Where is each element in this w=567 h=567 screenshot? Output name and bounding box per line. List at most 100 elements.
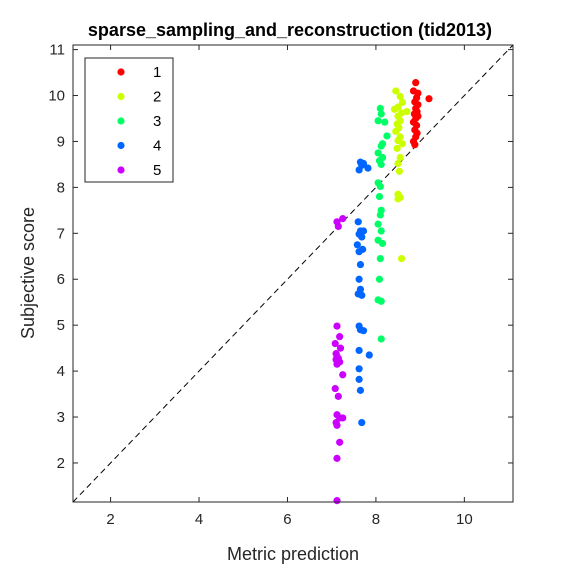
data-point-series-5 (334, 392, 342, 400)
data-point-series-4 (355, 346, 363, 355)
x-axis-label: Metric prediction (227, 544, 359, 564)
data-point-series-3 (377, 142, 385, 150)
data-point-series-3 (374, 220, 382, 228)
data-point-series-3 (377, 160, 385, 169)
data-point-series-1 (412, 79, 420, 87)
y-tick-label: 10 (48, 88, 65, 105)
data-point-series-4 (356, 260, 365, 269)
y-tick-label: 4 (57, 363, 65, 380)
data-point-series-2 (392, 127, 400, 135)
data-point-series-2 (394, 195, 402, 203)
data-point-series-5 (336, 438, 344, 446)
y-tick-label: 5 (57, 317, 65, 334)
data-points-layer (331, 79, 433, 505)
x-tick-label: 2 (106, 511, 114, 528)
data-point-series-5 (339, 215, 347, 223)
data-point-series-1 (425, 95, 433, 103)
data-point-series-3 (374, 149, 382, 157)
y-tick-label: 7 (57, 225, 65, 242)
data-point-series-5 (331, 339, 339, 348)
data-point-series-3 (375, 275, 384, 283)
x-tick-label: 6 (283, 511, 291, 528)
x-tick-label: 8 (372, 511, 380, 528)
data-point-series-3 (377, 110, 385, 118)
data-point-series-4 (359, 327, 368, 335)
y-tick-label: 11 (49, 42, 65, 59)
data-point-series-4 (355, 248, 363, 256)
data-point-series-5 (333, 497, 341, 505)
data-point-series-4 (356, 386, 365, 394)
legend-label-series-5: 5 (153, 162, 161, 179)
legend-marker-series-1 (117, 68, 125, 76)
axes-box (72, 44, 514, 503)
data-point-series-5 (339, 414, 347, 422)
data-point-series-4 (355, 365, 363, 373)
data-point-series-3 (374, 117, 382, 125)
data-point-series-3 (377, 335, 385, 343)
data-point-series-5 (333, 454, 341, 462)
legend-label-series-1: 1 (153, 64, 161, 81)
data-point-series-4 (358, 291, 366, 299)
data-point-series-2 (398, 140, 407, 148)
legend-label-series-3: 3 (153, 113, 161, 130)
data-point-series-5 (333, 322, 341, 330)
data-point-series-5 (336, 333, 344, 341)
data-point-series-3 (383, 132, 391, 140)
data-point-series-5 (339, 371, 347, 379)
legend: 1 2 3 4 5 (84, 57, 174, 183)
data-point-series-3 (376, 211, 384, 219)
data-point-series-2 (397, 254, 406, 263)
data-point-series-2 (396, 92, 404, 101)
data-point-series-1 (411, 141, 419, 149)
data-point-series-3 (377, 297, 385, 305)
tick-labels-layer: 2 4 6 8 10 2 3 4 5 6 7 8 9 10 11 (48, 42, 472, 528)
data-point-series-4 (358, 418, 366, 427)
data-point-series-3 (376, 182, 384, 191)
y-axis-label: Subjective score (18, 207, 38, 339)
legend-marker-series-2 (117, 92, 125, 101)
data-point-series-4 (364, 164, 372, 172)
legend-marker-series-3 (117, 117, 125, 125)
data-point-series-3 (376, 254, 384, 263)
legend-marker-series-5 (117, 166, 125, 174)
y-tick-label: 8 (57, 179, 65, 196)
data-point-series-4 (355, 275, 363, 283)
data-point-series-2 (393, 144, 401, 152)
data-point-series-4 (355, 375, 363, 383)
x-tick-label: 10 (456, 511, 473, 528)
y-tick-label: 6 (57, 271, 65, 288)
data-point-series-4 (355, 166, 363, 174)
data-point-series-3 (375, 192, 384, 201)
data-point-series-2 (398, 98, 407, 107)
y-tick-label: 3 (57, 409, 65, 426)
data-point-series-3 (378, 239, 387, 248)
data-point-series-2 (390, 105, 399, 113)
data-point-series-5 (331, 384, 339, 393)
data-point-series-5 (333, 421, 341, 429)
data-point-series-2 (394, 159, 402, 168)
legend-label-series-2: 2 (153, 89, 161, 106)
legend-marker-series-4 (117, 141, 125, 150)
y-tick-label: 9 (57, 133, 65, 150)
data-point-series-2 (403, 107, 411, 116)
data-point-series-3 (376, 104, 384, 112)
data-point-series-4 (358, 233, 366, 241)
data-point-series-5 (333, 360, 341, 368)
data-point-series-4 (353, 241, 361, 249)
data-point-series-4 (365, 351, 373, 359)
y-tick-label: 2 (57, 455, 65, 472)
data-point-series-3 (377, 227, 385, 235)
legend-label-series-4: 4 (153, 138, 161, 155)
data-point-series-5 (334, 222, 342, 231)
data-point-series-2 (392, 87, 400, 95)
data-point-series-5 (336, 344, 345, 352)
axes-layer (72, 44, 514, 503)
reference-line (72, 44, 514, 503)
data-point-series-4 (354, 218, 362, 226)
reference-line-layer (72, 44, 514, 503)
legend-box (84, 57, 174, 183)
data-point-series-3 (381, 118, 389, 126)
data-point-series-2 (395, 167, 403, 175)
x-tick-label: 4 (195, 511, 203, 528)
